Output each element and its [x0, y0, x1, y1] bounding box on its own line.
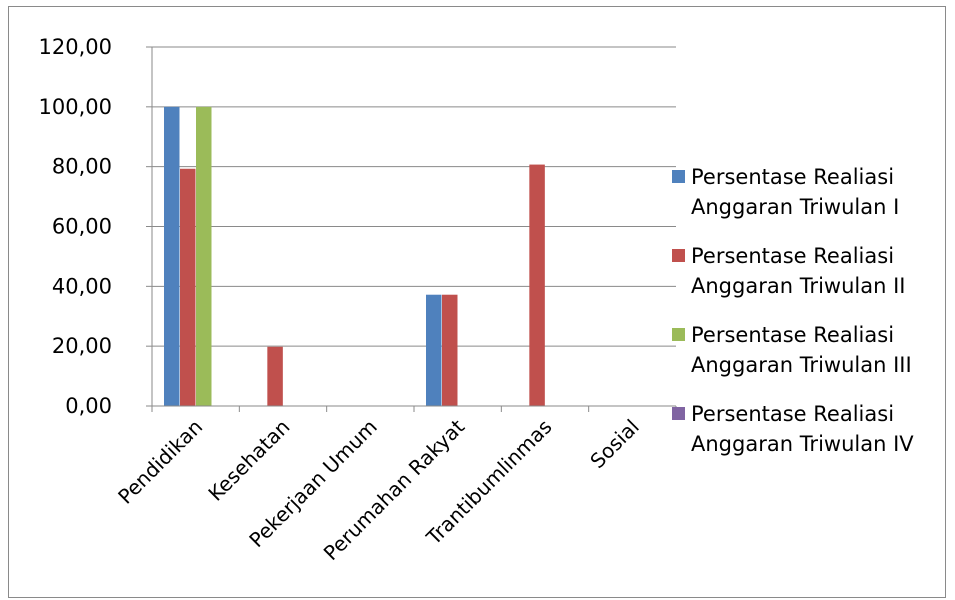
gridlines [152, 46, 676, 347]
legend-label: Anggaran Triwulan IV [691, 432, 914, 456]
y-tick-label: 80,00 [52, 155, 112, 179]
y-tick-label: 20,00 [52, 334, 112, 358]
legend-label: Anggaran Triwulan I [691, 195, 899, 219]
y-tick-label: 100,00 [39, 95, 112, 119]
bar [164, 106, 180, 406]
y-tick-label: 60,00 [52, 215, 112, 239]
bar [267, 346, 283, 406]
legend-label: Persentase Realiasi [691, 402, 894, 426]
legend-swatch [672, 328, 685, 341]
bar [426, 294, 442, 406]
legend-label: Anggaran Triwulan III [691, 353, 912, 377]
bar [442, 294, 458, 406]
bar [180, 168, 196, 406]
legend-swatch [672, 407, 685, 420]
axes [146, 46, 677, 412]
bar [529, 164, 545, 406]
x-tick-label: Kesehatan [203, 415, 294, 506]
legend-label: Persentase Realiasi [691, 244, 894, 268]
bar [196, 106, 212, 406]
y-tick-label: 120,00 [39, 35, 112, 59]
legend-swatch [672, 249, 685, 262]
legend-label: Persentase Realiasi [691, 165, 894, 189]
x-tick-label: Sosial [585, 415, 644, 474]
legend: Persentase Realiasi Anggaran Triwulan I Pe… [672, 165, 914, 456]
y-tick-label: 0,00 [65, 394, 112, 418]
legend-swatch [672, 170, 685, 183]
legend-label: Anggaran Triwulan II [691, 274, 905, 298]
bars [164, 106, 545, 406]
y-tick-labels: 0,00 20,00 40,00 60,00 80,00 100,00 120,00 [39, 35, 112, 418]
y-tick-label: 40,00 [52, 274, 112, 298]
legend-label: Persentase Realiasi [691, 323, 894, 347]
x-tick-label: Pendidikan [113, 415, 207, 509]
